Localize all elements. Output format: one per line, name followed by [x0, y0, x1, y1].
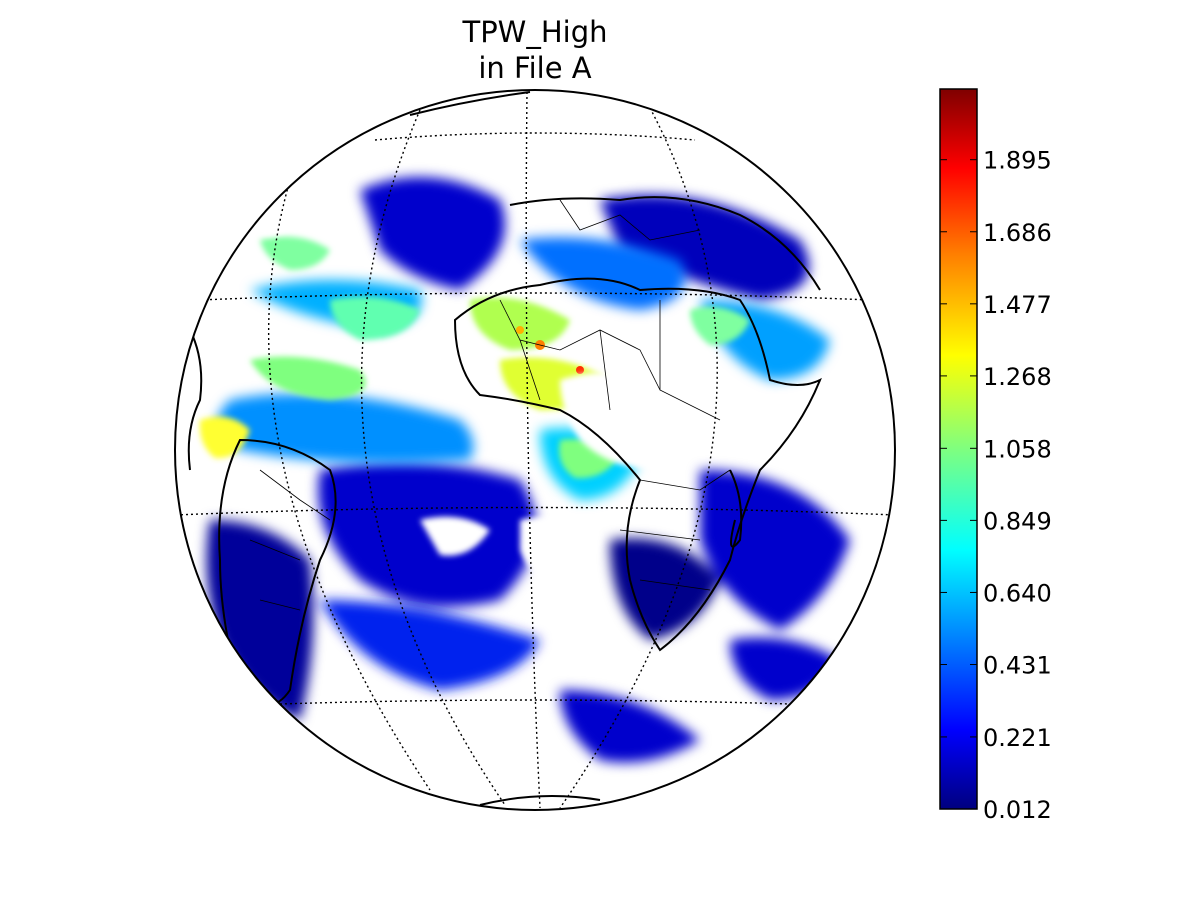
colorbar-tick-label: 1.058 — [983, 435, 1052, 463]
colorbar-tick-label: 1.268 — [983, 363, 1052, 391]
precipitable-water-field — [175, 91, 895, 809]
globe-outline — [174, 89, 896, 811]
colorbar-tick-label: 1.686 — [983, 219, 1052, 247]
colorbar-ticks: 0.012 0.221 0.431 0.640 0.849 1.058 1.268 1.477… — [940, 147, 1052, 824]
colorbar-tick-label: 1.477 — [983, 291, 1052, 319]
colorbar-gradient — [940, 89, 977, 809]
colorbar-tick-label: 0.221 — [983, 724, 1052, 752]
colorbar-frame — [939, 88, 978, 810]
colorbar-tick-label: 0.431 — [983, 652, 1052, 680]
country-borders — [249, 199, 731, 611]
graticule — [175, 91, 895, 809]
colorbar-tick-label: 1.895 — [983, 147, 1052, 175]
colorbar: 0.012 0.221 0.431 0.640 0.849 1.058 1.268 1.477… — [939, 88, 1052, 824]
colorbar-tick-label: 0.640 — [983, 579, 1052, 607]
map-title-line-2: in File A — [478, 51, 592, 85]
map-title-line-1: TPW_High — [462, 15, 608, 49]
coastlines — [187, 91, 822, 806]
colorbar-tick-label: 0.012 — [983, 796, 1052, 824]
globe — [174, 89, 896, 811]
colorbar-tick-label: 0.849 — [983, 507, 1052, 535]
